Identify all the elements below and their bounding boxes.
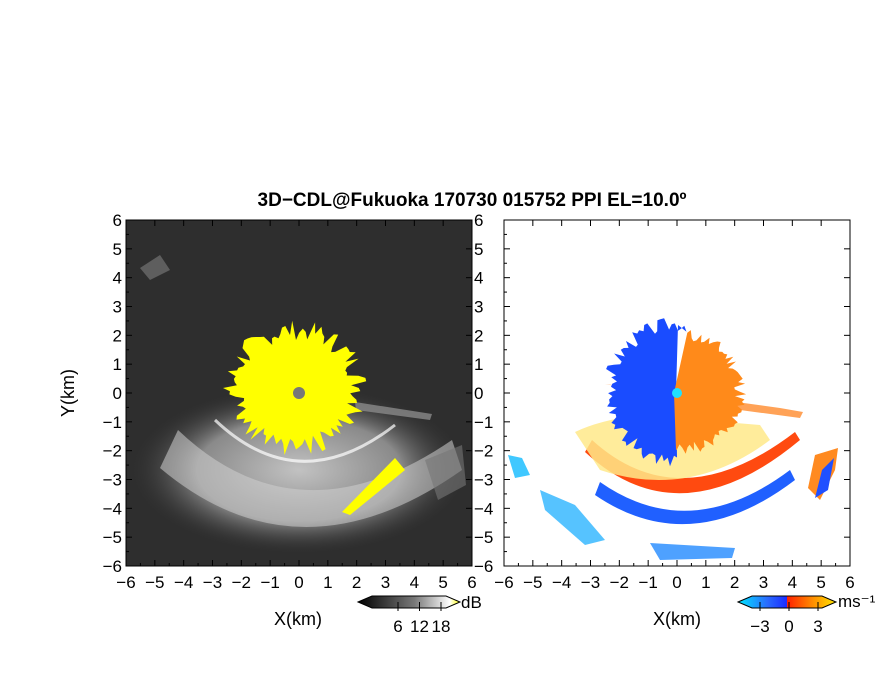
snr-x-tick-label: 6: [467, 573, 476, 592]
velocity-receding-region: [674, 330, 747, 454]
velocity-colorbar-unit: ms⁻¹: [838, 592, 876, 611]
snr-x-tick-label: 3: [381, 573, 390, 592]
snr-field: [129, 255, 469, 555]
snr-axes: −6 −5 −4 −3 −2 −1 0 1 2 3 4 5 66 65 54 43 32 21 10 0−1 −1−2−…: [103, 211, 494, 592]
snr-y-axis-label: Y(km): [58, 369, 78, 417]
velocity-x-tick-label: 2: [730, 573, 739, 592]
figure-title: 3D−CDL@Fukuoka 170730 015752 PPI EL=10.0…: [258, 190, 687, 211]
velocity-bottom-patch: [650, 543, 735, 560]
velocity-x-tick-label: 5: [816, 573, 825, 592]
snr-colorbar-ticks: 6 12 18: [393, 602, 450, 636]
snr-frame: [125, 219, 473, 567]
snr-colorbar-tick-label: 18: [432, 617, 451, 636]
velocity-colorbar-tick-label: −3: [750, 617, 769, 636]
snr-y-tick-label-right: 4: [474, 269, 483, 288]
velocity-field: [508, 318, 838, 560]
radar-site-marker: [293, 387, 305, 399]
velocity-x-axis-label: X(km): [653, 609, 701, 629]
snr-y-tick-label-right: −3: [474, 471, 493, 490]
velocity-colorbar-bar: [736, 595, 838, 609]
velocity-x-tick-label: 6: [845, 573, 854, 592]
snr-y-tick-label-right: −4: [474, 499, 493, 518]
snr-panel: −6 −5 −4 −3 −2 −1 0 1 2 3 4 5 66 65 54 43 32 21 10 0−1 −1−2−…: [58, 211, 493, 636]
snr-y-tick-label-right: −2: [474, 442, 493, 461]
snr-y-tick-label-right: 3: [474, 298, 483, 317]
snr-saturated-core: [223, 320, 367, 455]
snr-arc-outer: [160, 430, 462, 528]
snr-x-tick-label: −5: [145, 573, 164, 592]
velocity-colorbar-ticks: −3 0 3: [750, 602, 823, 636]
snr-x-tick-label: 0: [294, 573, 303, 592]
snr-y-tick-label: 2: [113, 326, 122, 345]
snr-x-tick-label: −4: [174, 573, 193, 592]
velocity-colorbar: ms⁻¹ −3 0 3: [736, 592, 876, 636]
snr-streak: [355, 402, 432, 420]
snr-y-tick-label: −6: [103, 557, 122, 576]
snr-colorbar-tick-label: 12: [410, 617, 429, 636]
velocity-axes: −6 −5 −4 −3 −2 −1 0 1 2 3 4 5 6: [494, 219, 855, 592]
snr-y-tick-label: 4: [113, 269, 122, 288]
velocity-x-tick-label: 3: [759, 573, 768, 592]
snr-y-tick-label-right: −5: [474, 528, 493, 547]
snr-y-tick-label: −3: [103, 471, 122, 490]
velocity-arc-blue: [595, 470, 795, 525]
snr-y-tick-label-right: −6: [474, 557, 493, 576]
snr-x-tick-label: −6: [116, 573, 135, 592]
velocity-x-tick-label: −4: [552, 573, 571, 592]
snr-saturated-patch: [342, 458, 405, 515]
velocity-colorbar-tick-label: 0: [784, 617, 793, 636]
velocity-x-tick-label: −2: [610, 573, 629, 592]
snr-x-axis-label: X(km): [274, 609, 322, 629]
snr-arc-inner: [213, 418, 396, 463]
snr-y-tick-label-right: −1: [474, 413, 493, 432]
velocity-x-tick-label: 1: [701, 573, 710, 592]
snr-y-tick-label: −1: [103, 413, 122, 432]
snr-y-tick-label-right: 5: [474, 240, 483, 259]
snr-y-tick-label: 3: [113, 298, 122, 317]
snr-y-tick-label-right: 1: [474, 355, 483, 374]
snr-arc-band: [129, 385, 469, 555]
snr-x-tick-label: −2: [232, 573, 251, 592]
snr-x-tick-label: −1: [260, 573, 279, 592]
velocity-colorbar-tick-label: 3: [813, 617, 822, 636]
snr-y-tick-label: 0: [113, 384, 122, 403]
velocity-approaching-region: [606, 318, 687, 467]
snr-y-tick-label: −5: [103, 528, 122, 547]
snr-colorbar-tick-label: 6: [393, 617, 402, 636]
velocity-panel: −6 −5 −4 −3 −2 −1 0 1 2 3 4 5 6 X(km) ms⁻¹ −3 0 3: [494, 219, 876, 636]
snr-colorbar: dB 6 12 18: [356, 593, 482, 636]
snr-right-block: [425, 445, 466, 500]
snr-x-tick-label: 1: [323, 573, 332, 592]
velocity-site-marker: [672, 388, 682, 398]
velocity-left-patch: [508, 455, 530, 478]
snr-y-tick-label-right: 0: [474, 384, 483, 403]
snr-x-tick-label: 2: [352, 573, 361, 592]
velocity-x-tick-label: −6: [494, 573, 513, 592]
velocity-x-tick-label: −5: [523, 573, 542, 592]
velocity-lower-cyan: [540, 490, 605, 545]
snr-y-tick-label: 6: [113, 211, 122, 230]
snr-x-tick-label: −3: [203, 573, 222, 592]
snr-x-tick-label: 4: [410, 573, 419, 592]
snr-y-tick-label-right: 2: [474, 326, 483, 345]
snr-y-tick-label: −2: [103, 442, 122, 461]
velocity-x-tick-label: −1: [638, 573, 657, 592]
velocity-x-tick-label: −3: [581, 573, 600, 592]
velocity-x-tick-label: 4: [788, 573, 797, 592]
snr-colorbar-bar: [356, 595, 462, 609]
snr-y-tick-label: −4: [103, 499, 122, 518]
velocity-x-tick-label: 0: [672, 573, 681, 592]
snr-y-tick-label: 1: [113, 355, 122, 374]
snr-y-tick-label: 5: [113, 240, 122, 259]
velocity-right-patch-blue: [815, 458, 834, 498]
snr-streak-upper: [140, 255, 170, 280]
snr-y-tick-label-right: 6: [474, 211, 483, 230]
snr-x-tick-label: 5: [438, 573, 447, 592]
snr-colorbar-unit: dB: [461, 593, 482, 612]
velocity-frame: [503, 219, 851, 567]
